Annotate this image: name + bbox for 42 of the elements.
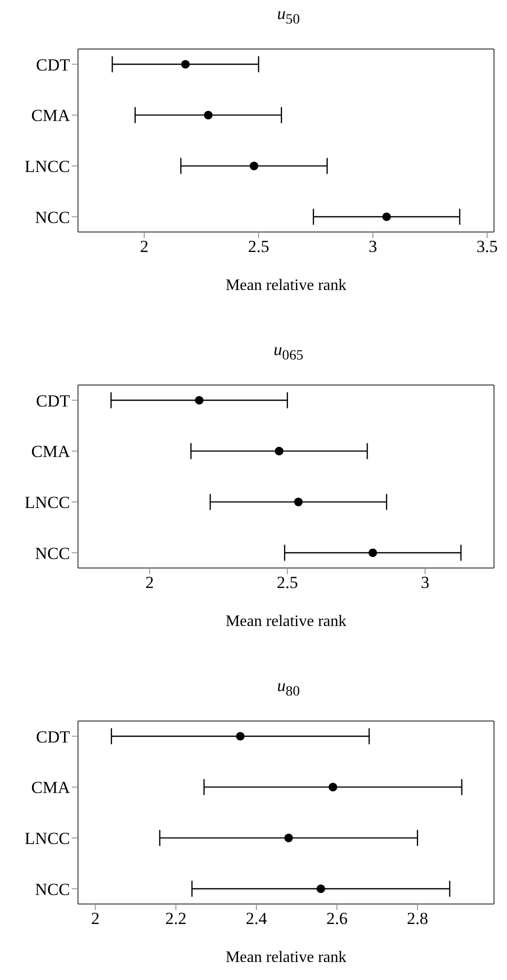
- y-tick-label: CDT: [36, 55, 71, 74]
- y-tick-label: NCC: [35, 544, 70, 563]
- chart-title: u$_{065}$: [274, 340, 304, 364]
- y-tick-label: LNCC: [24, 492, 70, 512]
- x-tick-label: 2.8: [406, 909, 428, 928]
- x-tick-label: 2.2: [165, 909, 186, 928]
- x-tick-label: 3.5: [476, 237, 498, 256]
- y-tick-label: CDT: [36, 727, 71, 746]
- point: [316, 884, 326, 894]
- point: [204, 110, 213, 120]
- point: [328, 782, 338, 792]
- x-tick-label: 2.5: [276, 573, 298, 592]
- x-tick-label: 3: [420, 573, 430, 592]
- y-tick-label: CMA: [31, 778, 71, 798]
- point: [194, 396, 204, 405]
- x-tick-label: 2: [145, 573, 154, 592]
- x-axis-title: Mean relative rank: [226, 277, 346, 294]
- x-tick-label: 2.4: [246, 909, 268, 928]
- point: [284, 834, 293, 842]
- x-tick-label: 2.6: [326, 909, 348, 928]
- x-axis-title: Mean relative rank: [226, 613, 346, 630]
- point: [181, 60, 190, 69]
- point: [236, 732, 245, 741]
- y-tick-label: NCC: [35, 208, 70, 227]
- point: [250, 162, 258, 170]
- y-tick-label: LNCC: [24, 828, 70, 848]
- x-tick-label: 2: [91, 909, 100, 928]
- point: [294, 498, 303, 506]
- x-axis-title: Mean relative rank: [226, 949, 346, 966]
- x-tick-label: 3: [368, 237, 378, 256]
- y-tick-label: CMA: [31, 442, 71, 462]
- y-tick-label: NCC: [35, 880, 70, 899]
- point: [382, 212, 391, 222]
- y-tick-label: CMA: [31, 106, 71, 126]
- y-tick-label: LNCC: [24, 156, 70, 176]
- x-tick-label: 2.5: [248, 237, 270, 256]
- y-tick-label: CDT: [36, 391, 71, 410]
- point: [368, 548, 378, 558]
- x-tick-label: 2: [140, 237, 149, 256]
- chart-title: u$_{80}$: [277, 676, 300, 700]
- point: [274, 446, 284, 456]
- chart-title: u$_{50}$: [277, 4, 300, 28]
